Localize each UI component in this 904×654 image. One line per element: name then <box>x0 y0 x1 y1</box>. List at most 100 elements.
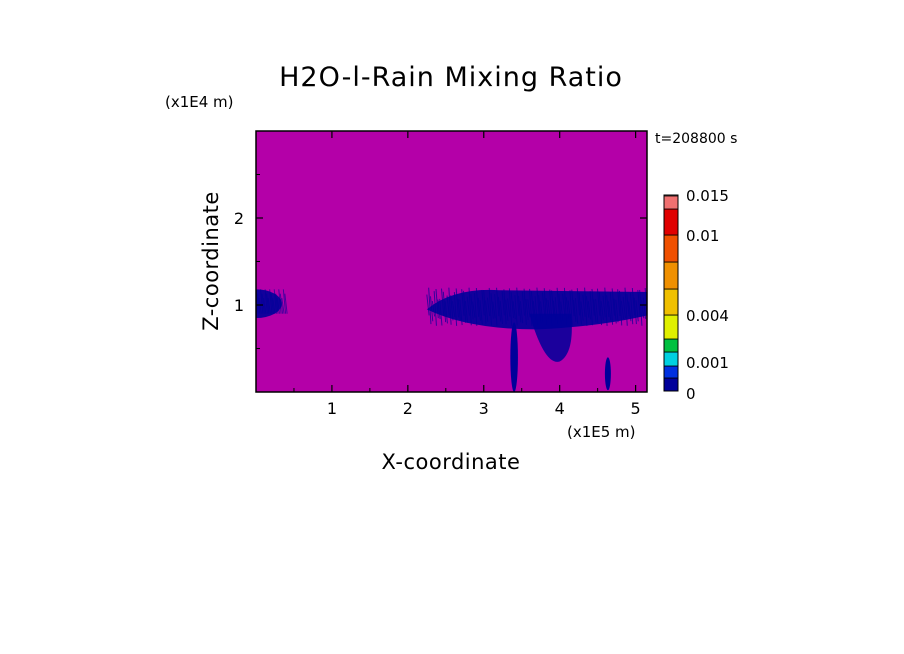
x-tick-label: 4 <box>555 399 565 418</box>
rain-streak <box>278 289 282 314</box>
rain-streak <box>622 296 626 319</box>
rain-streak <box>536 287 540 316</box>
rain-streak <box>598 291 603 326</box>
rain-streak <box>457 298 461 320</box>
rain-streak <box>273 289 277 314</box>
rain-streak <box>446 295 450 316</box>
colorbar-tick-label: 0.01 <box>686 227 719 245</box>
rain-streak <box>497 296 502 322</box>
rain-streak <box>459 299 463 326</box>
colorbar-band <box>663 288 679 316</box>
rain-streak <box>266 293 270 314</box>
colorbar-band <box>663 234 679 263</box>
rain-streak <box>474 293 478 326</box>
x-tick-label: 2 <box>403 399 413 418</box>
x-axis-label: X-coordinate <box>382 450 521 474</box>
time-label: t=208800 s <box>655 131 737 147</box>
rain-blob <box>529 313 572 362</box>
rain-streak <box>640 300 645 319</box>
rain-streak <box>501 290 505 316</box>
rain-region <box>510 322 518 392</box>
rain-streak <box>267 297 271 314</box>
rain-streak <box>637 289 641 317</box>
rain-streak <box>448 287 452 325</box>
rain-streak <box>435 288 439 319</box>
rain-streak <box>525 298 529 321</box>
y-tick-label: 2 <box>234 209 244 228</box>
rain-streak <box>578 292 582 325</box>
rain-streak <box>433 291 437 326</box>
rain-streak <box>609 292 614 325</box>
rain-streak <box>576 288 581 316</box>
rain-streak <box>602 295 606 318</box>
rain-streak <box>523 288 527 325</box>
rain-streak <box>595 298 599 324</box>
rain-streak <box>516 287 520 316</box>
colorbar-band <box>663 314 679 340</box>
rain-streak <box>596 288 601 316</box>
rain-streak <box>450 295 454 321</box>
rain-streak <box>617 289 621 316</box>
rain-streak <box>261 293 265 314</box>
rain-streak <box>626 294 630 317</box>
rain-streak <box>492 301 496 319</box>
rain-region <box>426 287 647 330</box>
rain-streak <box>589 291 593 326</box>
rain-streak <box>507 298 511 317</box>
rain-streak <box>452 301 456 318</box>
y-axis-ticks: 12 <box>234 174 647 349</box>
rain-streak <box>591 288 595 316</box>
rain-streak <box>562 293 566 317</box>
rain-streak <box>488 287 492 326</box>
rain-streak <box>503 289 507 325</box>
rain-streak <box>470 294 474 320</box>
rain-streak <box>571 289 575 317</box>
x-tick-label: 5 <box>631 399 641 418</box>
rain-streak <box>486 297 491 317</box>
rain-streak <box>642 297 647 319</box>
rain-streak <box>275 293 279 314</box>
rain-streak <box>479 300 483 325</box>
rain-streak <box>263 297 267 314</box>
rain-streak <box>455 288 459 318</box>
rain-streak <box>496 287 500 317</box>
rain-streak <box>624 287 628 326</box>
rain-streak <box>442 291 447 323</box>
rain-streak <box>276 297 281 314</box>
colorbar-band <box>663 351 679 367</box>
x-tick-label: 3 <box>479 399 489 418</box>
rain-streak <box>530 291 535 318</box>
rain-streak <box>629 293 634 325</box>
y-axis-label: Z-coordinate <box>199 191 223 331</box>
rain-streak <box>615 299 619 323</box>
plot-background <box>256 131 647 392</box>
rain-region <box>256 289 288 319</box>
rain-streak <box>604 287 608 326</box>
rain-streak <box>613 298 617 324</box>
rain-streak <box>620 300 625 320</box>
colorbar-band <box>663 261 679 290</box>
colorbar-tick-label: 0.001 <box>686 354 729 372</box>
rain-streak <box>444 301 448 324</box>
rain-streak <box>607 301 612 321</box>
rain-streak <box>426 294 430 316</box>
rain-streak <box>257 293 261 314</box>
rain-streak <box>633 297 637 325</box>
rain-streak <box>582 294 586 317</box>
rain-streak <box>485 300 489 322</box>
rain-streak <box>453 292 458 326</box>
colorbar-tick-label: 0.004 <box>686 307 729 325</box>
rain-streak <box>431 300 436 317</box>
colorbar <box>663 194 679 392</box>
rain-streak <box>505 299 509 322</box>
y-tick-label: 1 <box>234 296 244 315</box>
rain-streak <box>628 301 632 322</box>
rain-streak <box>551 290 555 317</box>
rain-streak <box>639 289 643 326</box>
rain-streak <box>461 289 465 316</box>
x-axis-ticks: 1 2 3 4 5 <box>293 131 641 418</box>
rain-streak <box>466 296 470 316</box>
x-tick-label: 1 <box>327 399 337 418</box>
rain-streak <box>569 290 573 326</box>
